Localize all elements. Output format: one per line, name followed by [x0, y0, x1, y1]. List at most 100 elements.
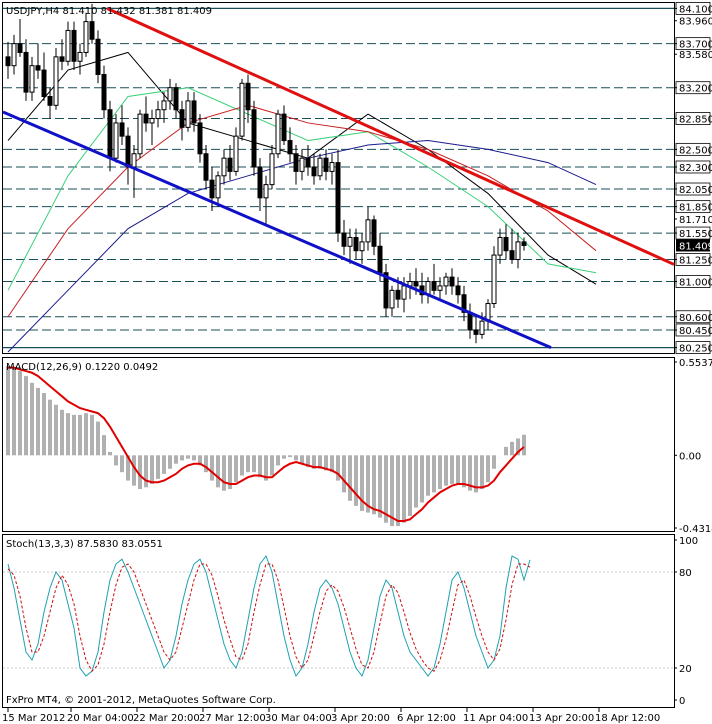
price-tick-label: 80.450 [679, 326, 712, 337]
time-tick-label: 15 Mar 2012 [2, 713, 65, 724]
candle-body [311, 166, 317, 177]
macd-histogram-bar [306, 455, 310, 468]
candle-body [347, 236, 353, 247]
macd-histogram-bar [54, 404, 58, 456]
candle-body [77, 51, 83, 62]
macd-histogram-bar [402, 455, 406, 523]
candle-body [131, 153, 137, 168]
macd-tick-label: 0.00 [679, 451, 701, 462]
candle-body [143, 113, 149, 124]
candle-body [455, 285, 461, 296]
macd-histogram-bar [462, 455, 466, 488]
candle-body [257, 166, 263, 199]
price-tick-label: 84.100 [679, 4, 712, 15]
macd-panel[interactable] [2, 357, 675, 532]
price-tick-label: 81.550 [679, 229, 712, 240]
macd-histogram-bar [276, 455, 280, 466]
macd-histogram-bar [186, 455, 190, 459]
stoch-tick-label: 0 [679, 696, 685, 707]
time-tick-label: 3 Apr 20:00 [331, 713, 390, 724]
time-tick-label: 27 Mar 12:00 [199, 713, 266, 724]
price-tick-label: 82.500 [679, 145, 712, 156]
macd-histogram-bar [222, 455, 226, 491]
stoch-panel[interactable] [2, 534, 675, 708]
candle-body [395, 289, 401, 300]
price-tick-label: 81.250 [679, 255, 712, 266]
stoch-tick-label: 80 [679, 568, 692, 579]
macd-histogram-bar [180, 455, 184, 461]
macd-histogram-bar [6, 365, 10, 456]
macd-histogram-bar [348, 455, 352, 501]
candle-body [461, 294, 467, 313]
candle-body [95, 38, 101, 75]
price-tick-label: 82.050 [679, 185, 712, 196]
candle-body [191, 100, 197, 124]
price-tick-label: 81.850 [679, 203, 712, 214]
time-tick-label: 18 Apr 12:00 [595, 713, 660, 724]
price-tick-label: 83.960 [679, 17, 712, 28]
candle-body [353, 236, 359, 252]
macd-histogram-bar [324, 455, 328, 471]
candle-body [431, 281, 437, 291]
price-panel[interactable] [2, 2, 675, 354]
macd-histogram-bar [228, 455, 232, 490]
time-axis: 15 Mar 2012 20 Mar 04:00 22 Mar 20:00 27 Ma… [2, 708, 660, 724]
macd-histogram-bar [126, 455, 130, 481]
macd-histogram-bar [414, 455, 418, 508]
macd-histogram-bar [516, 438, 520, 456]
macd-histogram-bar [396, 455, 400, 527]
macd-signal-line [8, 366, 525, 523]
candle-body [359, 241, 365, 252]
macd-histogram-bar [282, 455, 286, 459]
macd-histogram-bar [78, 414, 82, 456]
macd-histogram-bar [252, 455, 256, 473]
macd-histogram-bar [144, 455, 148, 488]
candle-body [17, 43, 23, 53]
macd-histogram-bar [450, 455, 454, 484]
stoch-main-line [7, 554, 531, 678]
macd-histogram-bar [510, 441, 514, 456]
macd-histogram-bar [96, 421, 100, 456]
candle-body [263, 184, 269, 199]
candle-body [89, 21, 95, 40]
macd-histogram-bar [84, 413, 88, 456]
time-tick-label: 13 Apr 20:00 [529, 713, 594, 724]
stoch-signal-line [7, 563, 531, 673]
macd-histogram-bar [138, 455, 142, 490]
candle-body [293, 153, 299, 172]
macd-histogram-bar [30, 382, 34, 456]
macd-histogram-bar [408, 455, 412, 516]
moving-average-line [7, 104, 597, 318]
candle-body [221, 157, 227, 177]
price-tick-label: 82.300 [679, 163, 712, 174]
candle-body [215, 175, 221, 199]
candle-body [341, 232, 347, 247]
candle-body [473, 329, 479, 335]
candle-body [521, 241, 527, 246]
macd-histogram-bar [486, 455, 490, 483]
macd-histogram-bar [36, 387, 40, 456]
macd-histogram-bar [72, 414, 76, 456]
macd-histogram-bar [312, 455, 316, 469]
macd-histogram-bar [366, 455, 370, 513]
price-level-lines [3, 7, 674, 349]
candle-body [323, 157, 329, 172]
macd-histogram-bar [264, 455, 268, 481]
stochastic-indicator: 100 80 20 0 [3, 536, 698, 707]
macd-histogram-bar [102, 435, 106, 456]
macd-panel-title: MACD(12,26,9) 0.1220 0.0492 [6, 362, 158, 373]
time-tick-label: 20 Mar 04:00 [67, 713, 134, 724]
candle-body [125, 135, 131, 168]
macd-histogram-bar [24, 376, 28, 456]
candle-body [299, 157, 305, 172]
macd-histogram-bar [60, 409, 64, 456]
price-tick-label: 83.580 [679, 50, 712, 61]
macd-histogram-bar [48, 399, 52, 456]
current-price-label: 81.409 [679, 241, 712, 252]
candle-body [437, 285, 443, 291]
candle-body [155, 109, 161, 120]
macd-histogram-bar [240, 455, 244, 476]
stoch-tick-label: 100 [679, 536, 698, 547]
macd-histogram-bar [258, 455, 262, 478]
resistance-trendline [106, 7, 675, 266]
